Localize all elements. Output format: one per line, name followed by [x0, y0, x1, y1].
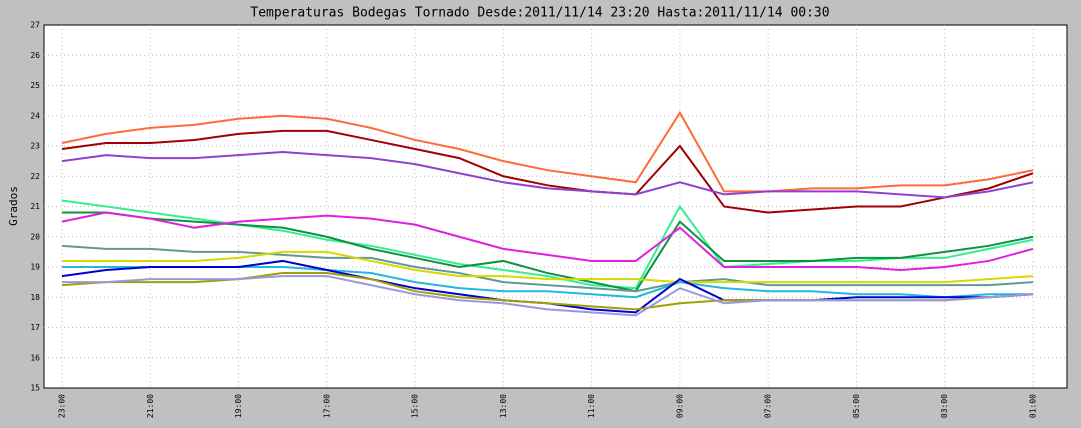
y-tick-label: 15	[30, 384, 40, 393]
series-line	[61, 211, 1034, 272]
x-tick-label: 05:00	[852, 394, 861, 418]
y-tick-label: 19	[30, 263, 40, 272]
series-line	[61, 244, 1034, 293]
chart-title: Temperaturas Bodegas Tornado Desde:2011/…	[250, 6, 829, 21]
x-tick-label: 13:00	[499, 394, 508, 418]
series-line	[62, 250, 1034, 284]
x-tick-label: 17:00	[322, 394, 331, 418]
y-tick-label: 27	[30, 21, 40, 30]
x-tick-label: 21:00	[146, 394, 155, 418]
y-tick-label: 20	[30, 232, 40, 241]
series-line	[61, 110, 1034, 193]
y-tick-label: 23	[30, 142, 40, 151]
x-tick-label: 11:00	[587, 394, 596, 418]
y-tick-label: 25	[30, 81, 40, 90]
x-tick-label: 09:00	[675, 394, 684, 418]
plot-area	[43, 24, 1068, 389]
y-axis-label: Grados	[7, 186, 20, 226]
y-tick-label: 26	[30, 51, 40, 60]
x-tick-label: 01:00	[1029, 394, 1038, 418]
x-tick-label: 19:00	[234, 394, 243, 418]
x-tick-label: 15:00	[411, 394, 420, 418]
x-tick-label: 23:00	[58, 394, 67, 418]
x-tick-label: 07:00	[764, 394, 773, 418]
y-tick-label: 24	[30, 111, 40, 120]
y-tick-label: 22	[30, 172, 40, 181]
y-tick-label: 18	[30, 293, 40, 302]
y-tick-label: 17	[30, 323, 40, 332]
y-tick-label: 21	[30, 202, 40, 211]
y-tick-label: 16	[30, 353, 40, 362]
x-tick-label: 03:00	[940, 394, 949, 418]
series-line	[61, 129, 1034, 214]
series-line	[62, 275, 1034, 317]
series-line	[61, 151, 1034, 199]
